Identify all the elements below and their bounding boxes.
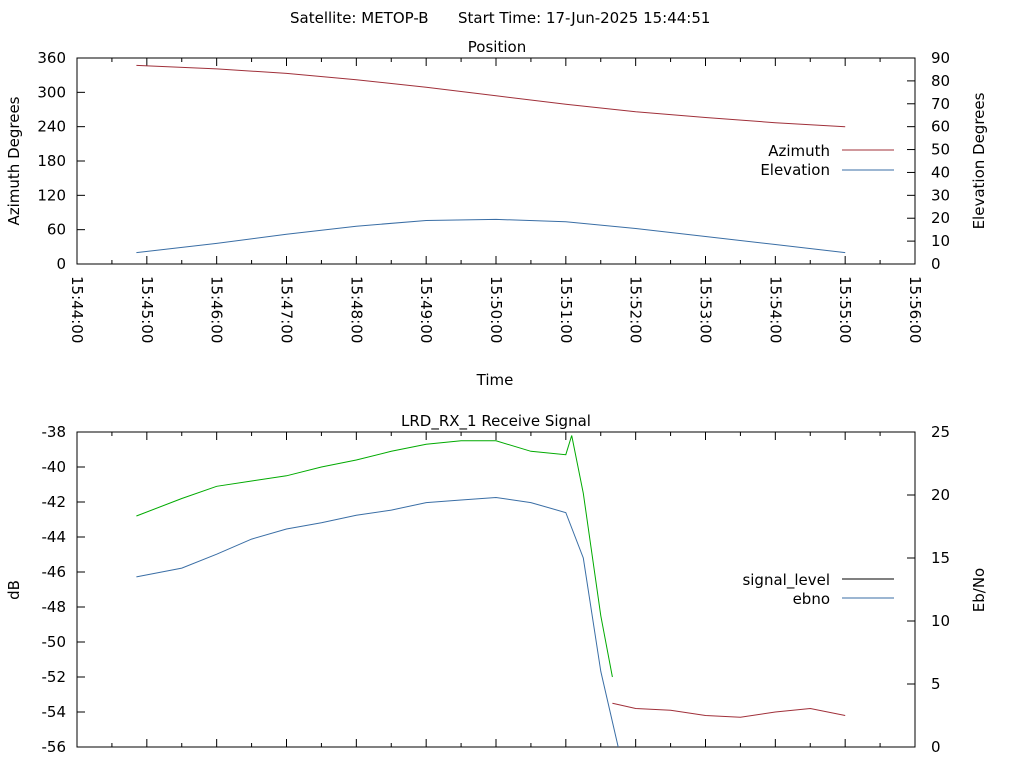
position-ytick-label-0: 0 — [56, 255, 66, 273]
signal-y2tick-label-3: 15 — [931, 549, 950, 567]
position-y2tick-label-2: 20 — [931, 209, 950, 227]
signal-series — [136, 435, 846, 748]
position-ytick-label-5: 300 — [37, 83, 66, 101]
position-xtick-label-0: 15:44:00 — [68, 276, 86, 343]
position-y2tick-label-5: 50 — [931, 141, 950, 159]
position-xtick-label-1: 15:45:00 — [138, 276, 156, 343]
position-ytick-label-2: 120 — [37, 186, 66, 204]
signal-series-line-1 — [136, 496, 619, 748]
signal-ytick-label-7: -42 — [42, 493, 67, 511]
position-xtick-label-2: 15:46:00 — [208, 276, 226, 343]
signal-ytick-label-2: -52 — [42, 668, 67, 686]
signal-y2tick-label-4: 20 — [931, 486, 950, 504]
position-xtick-label-8: 15:52:00 — [627, 276, 645, 343]
position-chart: Position Azimuth Degrees Elevation Degre… — [5, 38, 988, 389]
position-y2tick-label-7: 70 — [931, 95, 950, 113]
position-xtick-label-5: 15:49:00 — [417, 276, 435, 343]
signal-title: LRD_RX_1 Receive Signal — [401, 412, 591, 431]
receive-signal-chart: LRD_RX_1 Receive Signal dB Eb/No -56-54-… — [5, 412, 988, 756]
signal-ylabel: dB — [5, 580, 23, 600]
signal-y2tick-label-0: 0 — [931, 738, 941, 756]
position-xtick-label-6: 15:50:00 — [487, 276, 505, 343]
position-y2tick-label-9: 90 — [931, 49, 950, 67]
signal-ticks: -56 -54 -52 -50 -48 -46 -44 -42 -40 -38 0 5 10 15 20 25 — [42, 423, 951, 756]
legend-label-azimuth: Azimuth — [768, 142, 830, 160]
signal-series-line-3 — [612, 702, 846, 718]
position-series-line-0 — [136, 64, 846, 128]
position-legend: Azimuth Elevation — [760, 142, 894, 179]
signal-series-line-2 — [136, 435, 613, 678]
signal-ytick-label-9: -38 — [42, 423, 67, 441]
signal-ytick-label-1: -54 — [42, 703, 67, 721]
position-series-line-1 — [136, 218, 846, 254]
position-xtick-label-3: 15:47:00 — [278, 276, 296, 343]
signal-y2label: Eb/No — [970, 568, 988, 612]
position-ytick-label-1: 60 — [47, 221, 66, 239]
position-xtick-label-11: 15:55:00 — [836, 276, 854, 343]
legend-label-ebno: ebno — [793, 590, 830, 608]
position-xtick-label-12: 15:56:00 — [906, 276, 924, 343]
position-ytick-label-3: 180 — [37, 152, 66, 170]
signal-ytick-label-3: -50 — [42, 633, 67, 651]
signal-legend: signal_level ebno — [742, 571, 894, 608]
signal-plot-frame — [76, 431, 916, 748]
position-xlabel: Time — [476, 371, 514, 389]
position-y2tick-label-0: 0 — [931, 255, 941, 273]
position-xtick-label-9: 15:53:00 — [697, 276, 715, 343]
position-title: Position — [468, 38, 526, 56]
position-y2tick-label-4: 40 — [931, 163, 950, 181]
position-xtick-label-10: 15:54:00 — [766, 276, 784, 343]
position-xtick-label-7: 15:51:00 — [557, 276, 575, 343]
position-ylabel: Azimuth Degrees — [5, 96, 23, 225]
signal-ytick-label-8: -40 — [42, 458, 67, 476]
header-satellite: Satellite: METOP-B — [290, 9, 429, 27]
signal-ytick-label-5: -46 — [42, 563, 67, 581]
signal-y2tick-label-5: 25 — [931, 423, 950, 441]
signal-ytick-label-4: -48 — [42, 598, 67, 616]
signal-y2tick-label-1: 5 — [931, 675, 941, 693]
position-xtick-label-4: 15:48:00 — [347, 276, 365, 343]
legend-label-elevation: Elevation — [760, 161, 830, 179]
position-ticks: 0 60 120 180 240 300 360 0 10 20 30 40 50 60 70 80 90 15:… — [37, 49, 950, 343]
position-y2tick-label-8: 80 — [931, 72, 950, 90]
signal-ytick-label-6: -44 — [42, 528, 67, 546]
position-ytick-label-4: 240 — [37, 118, 66, 136]
signal-ytick-label-0: -56 — [42, 738, 67, 756]
position-y2label: Elevation Degrees — [970, 92, 988, 229]
legend-label-signal-level: signal_level — [742, 571, 830, 590]
position-series — [136, 64, 846, 254]
signal-y2tick-label-2: 10 — [931, 612, 950, 630]
position-y2tick-label-1: 10 — [931, 232, 950, 250]
position-y2tick-label-6: 60 — [931, 118, 950, 136]
position-y2tick-label-3: 30 — [931, 186, 950, 204]
header-start-time: Start Time: 17-Jun-2025 15:44:51 — [458, 9, 710, 27]
position-ytick-label-6: 360 — [37, 49, 66, 67]
